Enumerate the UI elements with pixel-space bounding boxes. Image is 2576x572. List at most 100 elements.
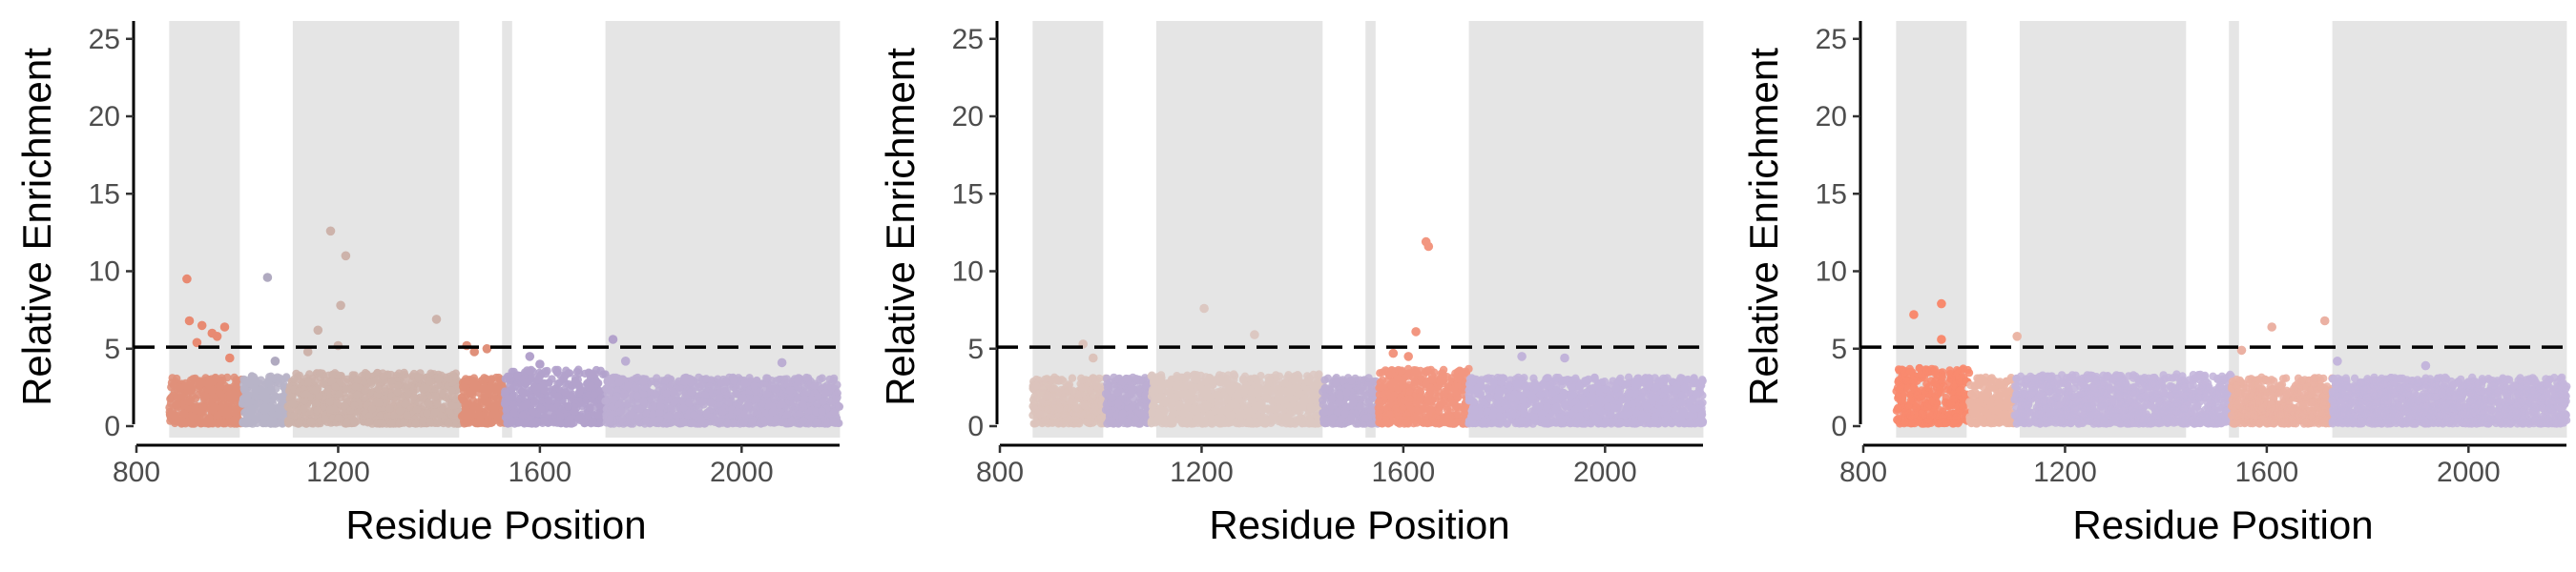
data-point (529, 419, 538, 428)
data-point (426, 418, 434, 426)
shaded-region (292, 21, 460, 438)
data-point (503, 372, 512, 381)
data-point (544, 396, 553, 405)
data-point (278, 376, 286, 384)
data-point (191, 405, 199, 415)
data-point (799, 399, 807, 408)
data-point (752, 395, 761, 403)
data-point (1071, 403, 1080, 413)
data-point (715, 394, 724, 402)
data-point (364, 418, 374, 426)
data-point (166, 410, 175, 419)
data-point (566, 415, 574, 423)
data-point (458, 411, 467, 419)
data-point (1239, 388, 1249, 397)
data-point (185, 382, 194, 392)
data-point (215, 419, 223, 427)
data-point (1112, 388, 1121, 397)
data-point (1087, 413, 1095, 421)
data-point (241, 376, 250, 384)
data-point (1307, 404, 1316, 413)
data-point (259, 419, 267, 428)
data-point (1149, 385, 1157, 394)
data-point (518, 411, 527, 419)
data-point (244, 397, 253, 406)
data-point (1194, 405, 1202, 415)
data-point (424, 398, 433, 407)
data-point (768, 408, 777, 417)
highlight-point (313, 325, 323, 336)
data-point (367, 404, 377, 414)
data-point (1205, 375, 1214, 383)
data-point (194, 416, 202, 424)
data-point (1077, 383, 1086, 392)
x-tick-label: 800 (113, 457, 160, 488)
data-point (462, 375, 470, 383)
data-point (545, 378, 553, 387)
data-point (290, 375, 299, 383)
y-tick-label: 5 (104, 334, 120, 365)
data-point (1265, 407, 1275, 416)
data-point (301, 390, 310, 398)
data-point (207, 387, 217, 396)
data-point (1132, 375, 1140, 383)
data-point (555, 378, 564, 387)
data-point (342, 385, 350, 394)
data-point (447, 401, 456, 410)
data-point (832, 395, 841, 404)
data-point (1136, 402, 1145, 411)
data-point (702, 375, 711, 383)
data-point (1305, 419, 1314, 427)
data-point (1128, 402, 1136, 411)
data-point (777, 399, 786, 409)
highlight-point (525, 352, 535, 361)
data-point (177, 392, 186, 400)
data-point (1091, 378, 1100, 387)
x-axis-title: Residue Position (345, 502, 646, 547)
data-point (469, 382, 478, 391)
y-tick-label: 25 (89, 24, 120, 55)
data-point (1077, 374, 1086, 382)
y-tick-label: 10 (89, 256, 120, 288)
data-point (188, 412, 197, 420)
data-point (762, 374, 771, 382)
data-point (299, 404, 308, 414)
data-point (385, 404, 394, 413)
data-point (1227, 385, 1236, 395)
data-point (346, 392, 355, 400)
data-point (785, 386, 795, 396)
y-axis-title: Relative Enrichment (14, 48, 59, 406)
data-point (1132, 415, 1140, 424)
data-point (1107, 417, 1116, 425)
data-point (169, 380, 177, 389)
data-point (331, 382, 340, 391)
data-point (1049, 385, 1058, 394)
data-point (1053, 376, 1062, 384)
data-point (319, 379, 328, 388)
x-tick-label: 1600 (509, 457, 572, 488)
x-tick-label: 2000 (710, 457, 774, 488)
data-point (361, 394, 369, 402)
data-point (702, 409, 711, 419)
data-point (1064, 381, 1072, 390)
data-point (1068, 374, 1077, 382)
data-point (444, 419, 453, 428)
data-point (617, 406, 626, 416)
data-point (1049, 406, 1059, 415)
data-point (1048, 419, 1056, 427)
data-point (1192, 376, 1200, 384)
y-tick-label: 15 (89, 178, 120, 210)
data-point (1028, 396, 1038, 404)
data-point (434, 375, 444, 383)
y-tick-label: 0 (104, 411, 120, 442)
data-point (739, 419, 748, 427)
data-point (1203, 401, 1212, 411)
data-point (718, 407, 727, 416)
data-point (325, 398, 334, 406)
data-point (313, 406, 322, 415)
data-point (825, 375, 834, 384)
